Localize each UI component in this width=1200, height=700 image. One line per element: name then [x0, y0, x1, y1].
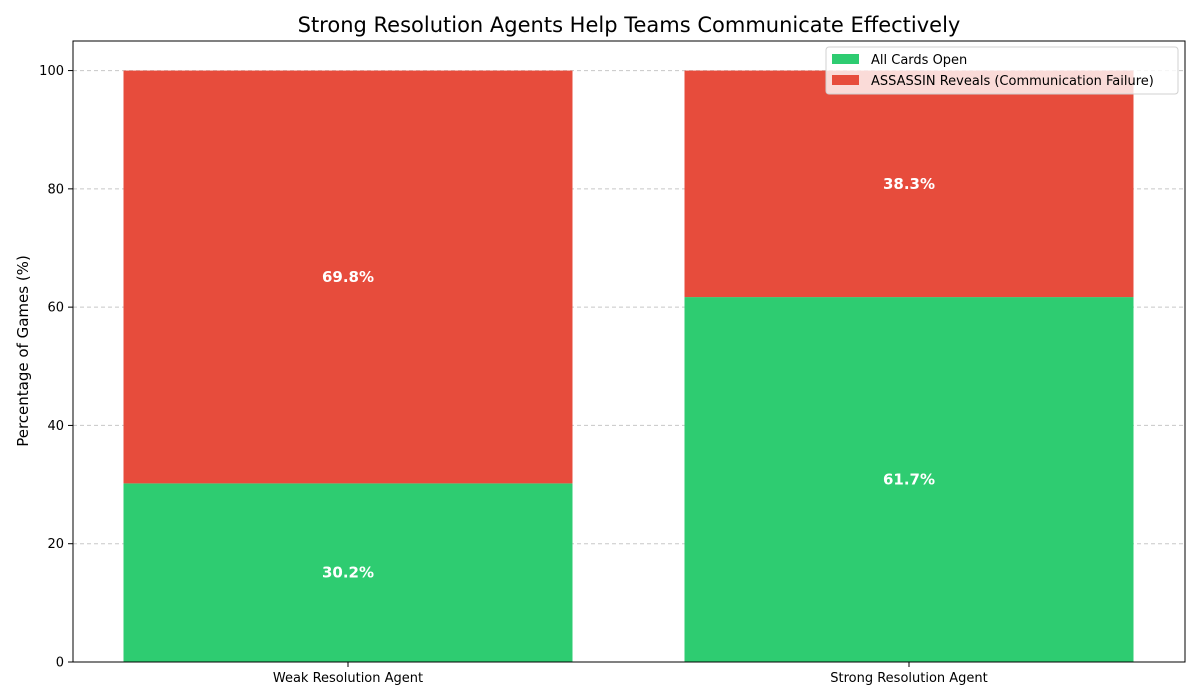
y-axis-title: Percentage of Games (%) [14, 255, 32, 447]
y-tick-label: 60 [47, 301, 64, 316]
plot-frame [72, 40, 1186, 663]
bar-segment [684, 70, 1134, 298]
x-tick-label: Weak Resolution Agent [273, 671, 423, 686]
y-tick-label: 0 [56, 656, 64, 671]
legend-label: All Cards Open [871, 53, 967, 68]
bar-segment [123, 70, 573, 484]
data-labels: 30.2% 69.8% 61.7% 38.3% [322, 175, 935, 582]
y-tick-label: 100 [39, 64, 64, 79]
legend-swatch [832, 75, 859, 85]
legend-swatch [832, 54, 859, 64]
data-label: 69.8% [322, 268, 374, 286]
legend-box [825, 46, 1179, 95]
bar-segment [684, 297, 1134, 662]
legend: All Cards Open ASSASSIN Reveals (Communic… [825, 46, 1179, 95]
y-axis-ticks: 0 20 40 60 80 100 [39, 64, 73, 671]
y-tick-label: 40 [47, 419, 64, 434]
bar-segment [123, 483, 573, 662]
y-tick-label: 80 [47, 182, 64, 197]
data-label: 30.2% [322, 564, 374, 582]
x-tick-label: Strong Resolution Agent [830, 671, 988, 686]
chart-title: Strong Resolution Agents Help Teams Comm… [298, 13, 961, 37]
data-label: 61.7% [883, 471, 935, 489]
legend-label: ASSASSIN Reveals (Communication Failure) [871, 74, 1154, 89]
y-tick-label: 20 [47, 537, 64, 552]
x-axis-ticks: Weak Resolution Agent Strong Resolution A… [273, 662, 988, 686]
bars [123, 70, 1134, 662]
data-label: 38.3% [883, 175, 935, 193]
